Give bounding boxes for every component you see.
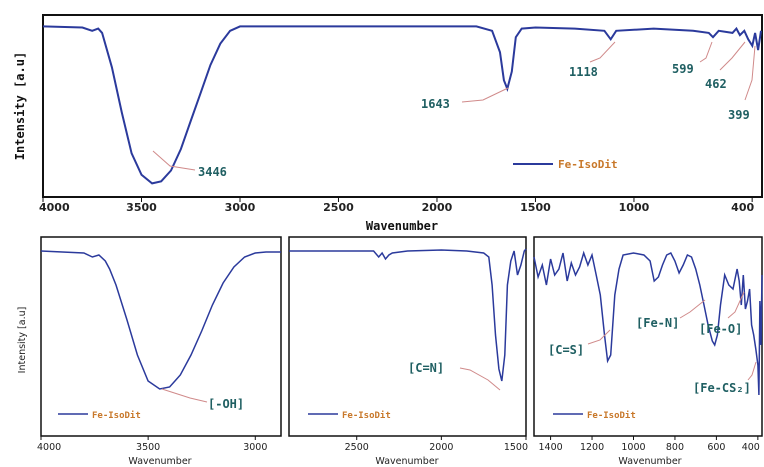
inset1-spectrum-line: [40, 250, 281, 390]
xtick-label-2-2500: 2500: [345, 442, 369, 453]
leader-462: [719, 41, 746, 71]
main-ylabel: Intensity [a.u]: [13, 52, 27, 160]
main-plot-frame: [42, 14, 763, 198]
leader-3446: [152, 150, 196, 171]
annotation-fecs2: [Fe-CS₂]: [693, 381, 751, 395]
inset2-spectrum-line: [289, 248, 527, 382]
main-spectrum-line: [42, 25, 762, 185]
xtick-label-0-2500: 2500: [323, 201, 354, 214]
annotation-fen: [Fe-N]: [636, 316, 679, 330]
leader-399: [744, 45, 756, 101]
main-xlabel: Wavenumber: [366, 219, 438, 233]
annotation-1643: 1643: [421, 97, 450, 111]
inset1-xlabel: Wavenumber: [128, 456, 191, 467]
xtick-label-3-1000: 1000: [621, 442, 645, 453]
xtick-label-0-3000: 3000: [225, 201, 256, 214]
annotation-feo: [Fe-O]: [699, 322, 742, 336]
inset2-legend-label: Fe-IsoDit: [342, 410, 391, 421]
inset-fingerprint-panel: 1400 1200 1000 800 600 400 Wavenumber [C=S] […: [533, 236, 763, 467]
inset3-xlabel: Wavenumber: [618, 456, 681, 467]
leader-oh: [161, 388, 208, 403]
inset2-frame: [288, 236, 527, 437]
xtick-label-0-400: 400: [731, 201, 754, 214]
xtick-label-3-800: 800: [666, 442, 684, 453]
xtick-label-1-3500: 3500: [136, 442, 160, 453]
xtick-label-0-3500: 3500: [126, 201, 157, 214]
xtick-label-3-600: 600: [707, 442, 725, 453]
xtick-label-3-400: 400: [742, 442, 760, 453]
leader-cn: [459, 367, 501, 391]
inset3-frame: [533, 236, 763, 437]
inset1-legend-label: Fe-IsoDit: [92, 410, 141, 421]
inset-oh-panel: 4000 3500 3000 Intensity [a.u] Wavenumber …: [17, 236, 282, 467]
annotation-399: 399: [728, 108, 750, 122]
xtick-label-3-1200: 1200: [580, 442, 604, 453]
inset1-frame: [40, 236, 282, 437]
annotation-599: 599: [672, 62, 694, 76]
annotation-1118: 1118: [569, 65, 598, 79]
leader-feo: [727, 291, 745, 319]
leader-cs: [587, 329, 611, 345]
leader-fecs2: [747, 361, 757, 381]
main-legend-label: Fe-IsoDit: [558, 158, 618, 171]
xtick-label-1-4000: 4000: [37, 442, 61, 453]
xtick-label-0-4000: 4000: [39, 201, 70, 214]
annotation-cn: [C=N]: [408, 361, 444, 375]
xtick-label-2-1500: 1500: [504, 442, 528, 453]
xtick-label-0-2000: 2000: [422, 201, 453, 214]
annotation-3446: 3446: [198, 165, 227, 179]
xtick-label-1-3000: 3000: [243, 442, 267, 453]
inset3-legend-label: Fe-IsoDit: [587, 410, 636, 421]
xtick-label-0-1500: 1500: [520, 201, 551, 214]
annotation-462: 462: [705, 77, 727, 91]
inset-cn-panel: 2500 2000 1500 Wavenumber [C=N] Fe-IsoDit: [288, 236, 528, 467]
xtick-label-2-2000: 2000: [429, 442, 453, 453]
inset2-xlabel: Wavenumber: [375, 456, 438, 467]
leader-fen: [679, 299, 706, 319]
xtick-label-0-1000: 1000: [619, 201, 650, 214]
inset1-ylabel: Intensity [a.u]: [17, 307, 28, 374]
leader-599: [699, 41, 713, 63]
main-panel: 4000 3500 3000 2500 2000 1500 1000 400 Intensit…: [13, 14, 763, 233]
leader-1643: [461, 87, 509, 103]
inset3-spectrum-line: [533, 250, 763, 396]
leader-1118: [589, 41, 616, 63]
annotation-cs: [C=S]: [548, 343, 584, 357]
xtick-label-3-1400: 1400: [538, 442, 562, 453]
annotation-oh: [-OH]: [208, 397, 244, 411]
